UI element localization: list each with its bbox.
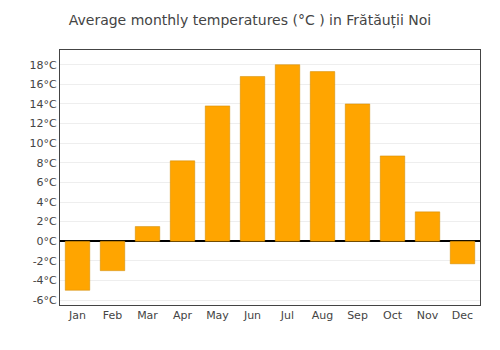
svg-text:8°C: 8°C: [37, 157, 57, 170]
svg-text:6°C: 6°C: [37, 176, 57, 189]
svg-text:Mar: Mar: [137, 309, 158, 322]
svg-text:Feb: Feb: [103, 309, 122, 322]
svg-text:Oct: Oct: [383, 309, 403, 322]
svg-text:-6°C: -6°C: [33, 294, 57, 307]
svg-text:Jul: Jul: [280, 309, 294, 322]
svg-text:Jun: Jun: [243, 309, 261, 322]
svg-text:-4°C: -4°C: [33, 274, 57, 287]
svg-text:Average monthly temperatures (: Average monthly temperatures (°C ) in Fr…: [69, 12, 432, 29]
svg-text:Aug: Aug: [312, 309, 333, 322]
svg-text:Apr: Apr: [173, 309, 193, 322]
svg-text:12°C: 12°C: [30, 117, 57, 130]
svg-text:Nov: Nov: [417, 309, 439, 322]
svg-text:-2°C: -2°C: [33, 255, 57, 268]
svg-text:Dec: Dec: [452, 309, 473, 322]
svg-text:2°C: 2°C: [37, 215, 57, 228]
svg-text:18°C: 18°C: [30, 59, 57, 72]
svg-text:Jan: Jan: [68, 309, 86, 322]
svg-text:0°C: 0°C: [37, 235, 57, 248]
svg-text:4°C: 4°C: [37, 196, 57, 209]
svg-text:Sep: Sep: [347, 309, 368, 322]
svg-text:10°C: 10°C: [30, 137, 57, 150]
svg-text:May: May: [206, 309, 229, 322]
svg-text:16°C: 16°C: [30, 78, 57, 91]
svg-text:14°C: 14°C: [30, 98, 57, 111]
